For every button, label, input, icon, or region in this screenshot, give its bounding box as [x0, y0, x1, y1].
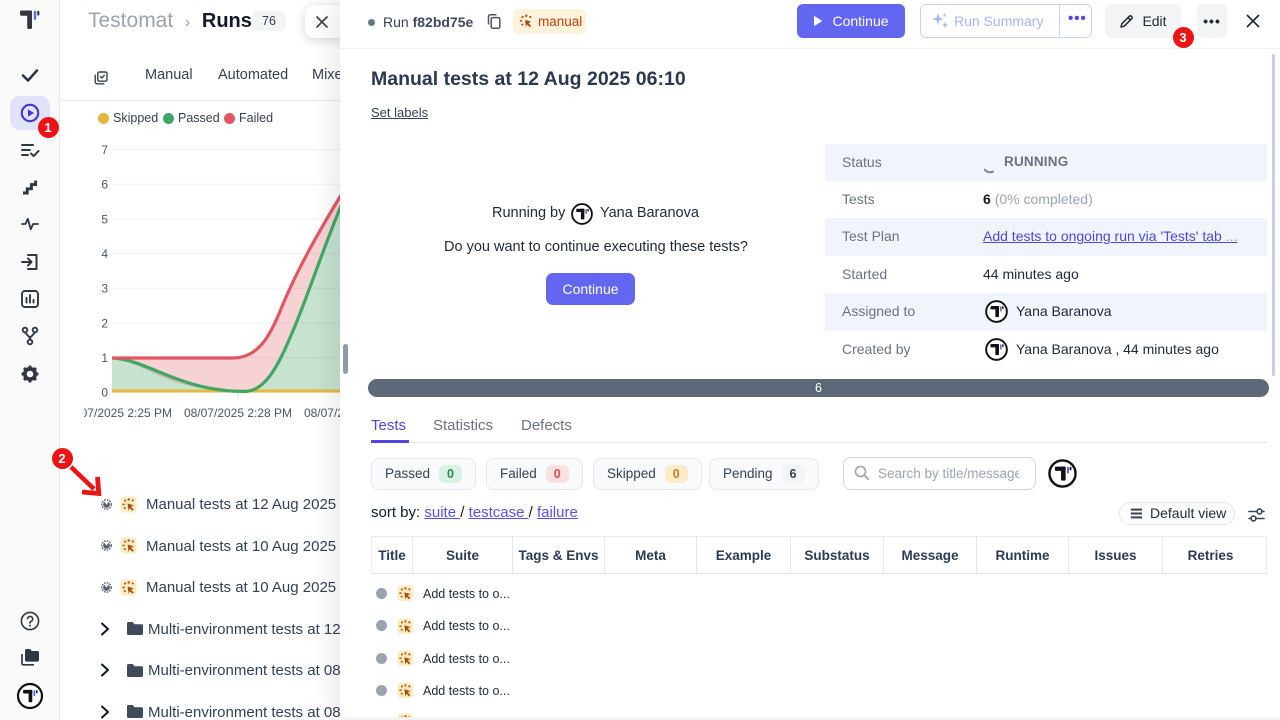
svg-text:08/07/2025 2:28 PM: 08/07/2025 2:28 PM	[184, 406, 292, 420]
svg-text:6: 6	[101, 178, 108, 192]
svg-text:3: 3	[101, 282, 108, 296]
svg-text:7: 7	[101, 143, 108, 157]
svg-text:1: 1	[101, 351, 108, 365]
svg-text:08/07/2025 2:31 PM: 08/07/2025 2:31 PM	[304, 406, 341, 420]
svg-text:0: 0	[101, 386, 108, 400]
svg-text:4: 4	[101, 247, 108, 261]
svg-text:5: 5	[101, 212, 108, 226]
svg-text:08/07/2025 2:25 PM: 08/07/2025 2:25 PM	[84, 406, 172, 420]
svg-text:2: 2	[101, 316, 108, 330]
